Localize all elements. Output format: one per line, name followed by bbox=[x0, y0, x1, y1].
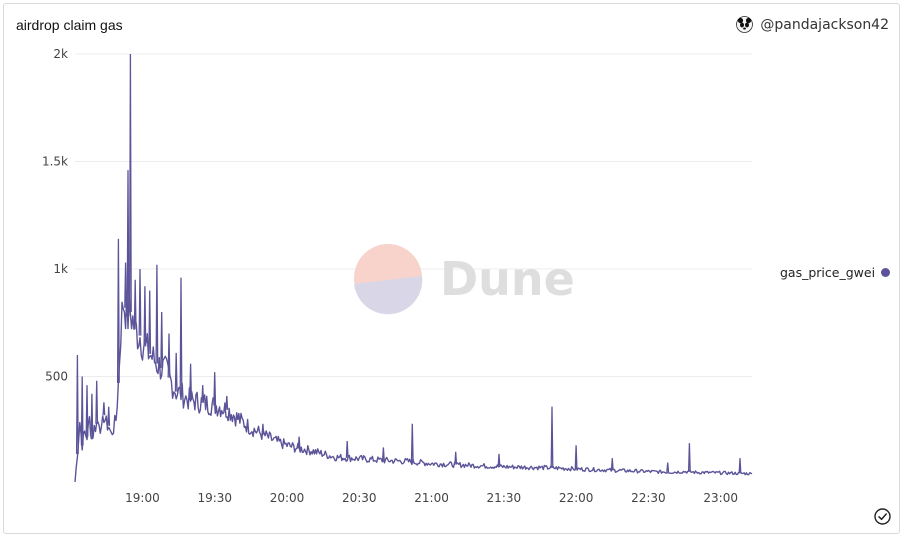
series-spike[interactable] bbox=[75, 354, 79, 454]
series-spike[interactable] bbox=[687, 443, 691, 472]
series-spike[interactable] bbox=[85, 385, 89, 437]
series-spike[interactable] bbox=[90, 393, 94, 439]
series-spike[interactable] bbox=[116, 238, 120, 383]
series-spike[interactable] bbox=[550, 406, 554, 468]
x-tick-label: 20:00 bbox=[270, 491, 305, 505]
series-spike[interactable] bbox=[410, 423, 414, 462]
check-circle-icon[interactable] bbox=[874, 508, 891, 525]
watermark-text: Dune bbox=[440, 252, 575, 306]
series-spike[interactable] bbox=[345, 440, 349, 458]
x-tick-label: 21:30 bbox=[487, 491, 522, 505]
chart-title: airdrop claim gas bbox=[16, 17, 123, 33]
series-spike[interactable] bbox=[102, 402, 106, 416]
x-tick-label: 21:00 bbox=[414, 491, 449, 505]
series-line-gas_price_gwei[interactable] bbox=[74, 290, 753, 482]
series-spike[interactable] bbox=[261, 423, 265, 435]
series-spike[interactable] bbox=[95, 380, 99, 424]
series-spike[interactable] bbox=[174, 352, 178, 392]
dune-watermark: Dune bbox=[354, 244, 575, 315]
y-tick-label: 1.5k bbox=[42, 155, 68, 169]
series-spike[interactable] bbox=[189, 363, 193, 401]
x-tick-label: 19:30 bbox=[197, 491, 232, 505]
y-tick-label: 1k bbox=[53, 262, 68, 276]
series-spike[interactable] bbox=[201, 385, 205, 403]
series-spike[interactable] bbox=[381, 447, 385, 461]
series-spike[interactable] bbox=[107, 406, 111, 426]
series-spike[interactable] bbox=[124, 262, 128, 308]
y-tick-label: 500 bbox=[45, 370, 68, 384]
x-axis: 19:00 19:30 20:00 20:30 21:00 21:30 22:00 22:30… bbox=[125, 491, 738, 505]
x-tick-label: 19:00 bbox=[125, 491, 160, 505]
legend[interactable]: gas_price_gwei bbox=[780, 265, 891, 280]
panda-avatar-icon bbox=[736, 16, 754, 33]
series-spike[interactable] bbox=[213, 372, 217, 406]
series-spike[interactable] bbox=[237, 413, 241, 420]
series-spike[interactable] bbox=[179, 277, 183, 394]
series-spike[interactable] bbox=[133, 279, 137, 330]
x-tick-label: 23:00 bbox=[703, 491, 738, 505]
y-tick-label: 2k bbox=[53, 47, 68, 61]
series-spike[interactable] bbox=[738, 458, 742, 474]
author-name: @pandajackson42 bbox=[760, 16, 889, 33]
series-spike[interactable] bbox=[126, 170, 130, 317]
series-spike[interactable] bbox=[297, 436, 301, 449]
series-spike[interactable] bbox=[666, 462, 670, 473]
series-spike[interactable] bbox=[160, 311, 164, 368]
series-spike[interactable] bbox=[148, 290, 152, 354]
series-layer bbox=[74, 53, 753, 482]
series-spike[interactable] bbox=[497, 453, 501, 467]
legend-dot-icon bbox=[881, 268, 891, 277]
author-badge[interactable]: @pandajackson42 bbox=[736, 16, 889, 33]
legend-label: gas_price_gwei bbox=[780, 265, 876, 280]
series-spike[interactable] bbox=[610, 458, 614, 471]
x-tick-label: 20:30 bbox=[342, 491, 377, 505]
series-spike[interactable] bbox=[574, 445, 578, 469]
series-spike[interactable] bbox=[167, 333, 171, 378]
series-spike[interactable] bbox=[143, 286, 147, 347]
series-spike[interactable] bbox=[225, 395, 229, 410]
series-spike[interactable] bbox=[454, 451, 458, 465]
y-axis: 500 1k 1.5k 2k bbox=[42, 47, 68, 384]
dune-logo-icon bbox=[354, 244, 423, 315]
x-tick-label: 22:30 bbox=[631, 491, 666, 505]
series-spike[interactable] bbox=[80, 376, 84, 446]
series-spike[interactable] bbox=[138, 268, 142, 336]
series-spike[interactable] bbox=[128, 53, 132, 313]
grid bbox=[75, 53, 752, 377]
series-spike[interactable] bbox=[155, 264, 159, 364]
x-tick-label: 22:00 bbox=[559, 491, 594, 505]
